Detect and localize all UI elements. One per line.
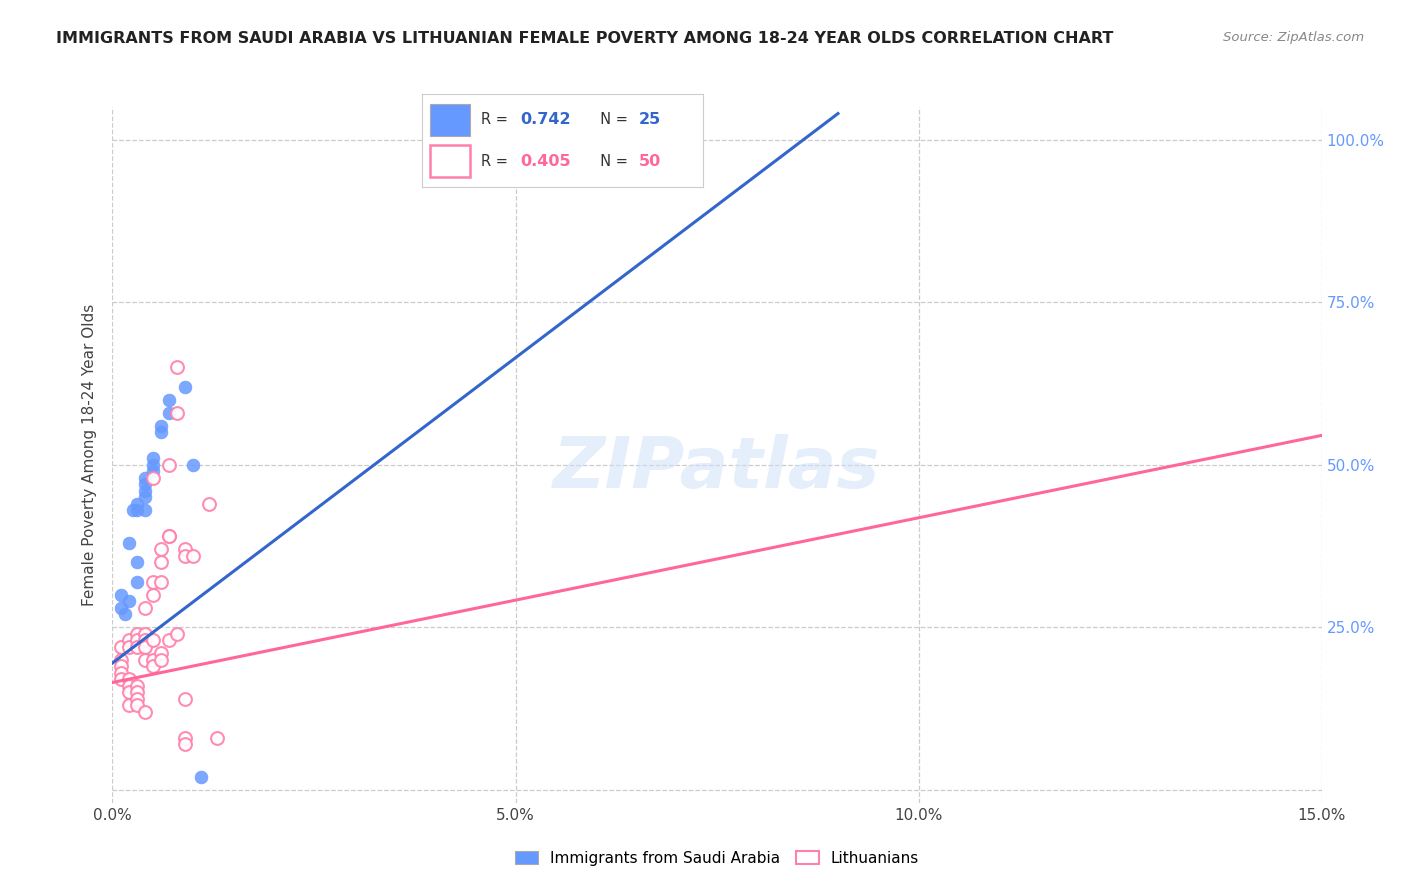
Text: 0.742: 0.742 <box>520 112 571 128</box>
Point <box>166 360 188 375</box>
Point <box>207 731 229 745</box>
Text: Source: ZipAtlas.com: Source: ZipAtlas.com <box>1223 31 1364 45</box>
Point <box>117 594 139 608</box>
Text: N =: N = <box>591 112 633 128</box>
Point <box>181 549 204 563</box>
Point <box>174 542 197 557</box>
Point <box>125 503 148 517</box>
Point <box>157 458 180 472</box>
Point <box>157 529 180 543</box>
Point <box>149 418 172 433</box>
Point <box>134 503 156 517</box>
Legend: Immigrants from Saudi Arabia, Lithuanians: Immigrants from Saudi Arabia, Lithuanian… <box>509 845 925 871</box>
Point <box>190 770 212 784</box>
Point <box>142 574 165 589</box>
Point <box>134 483 156 498</box>
Point <box>125 691 148 706</box>
Point <box>142 633 165 648</box>
Point <box>110 588 132 602</box>
Point <box>110 600 132 615</box>
Point <box>125 555 148 569</box>
Point <box>142 451 165 466</box>
Point <box>198 497 221 511</box>
Point <box>174 379 197 393</box>
Point <box>166 626 188 640</box>
Text: IMMIGRANTS FROM SAUDI ARABIA VS LITHUANIAN FEMALE POVERTY AMONG 18-24 YEAR OLDS : IMMIGRANTS FROM SAUDI ARABIA VS LITHUANI… <box>56 31 1114 46</box>
Point <box>110 672 132 686</box>
Point <box>125 626 148 640</box>
Point <box>117 535 139 549</box>
Point <box>174 691 197 706</box>
Point <box>142 653 165 667</box>
Point <box>134 626 156 640</box>
Text: R =: R = <box>481 153 512 169</box>
Point <box>149 653 172 667</box>
Point <box>110 659 132 673</box>
Text: 50: 50 <box>638 153 661 169</box>
Point <box>149 574 172 589</box>
Point <box>157 529 180 543</box>
Point <box>125 685 148 699</box>
Point <box>166 406 188 420</box>
Point <box>157 406 180 420</box>
Point <box>157 392 180 407</box>
Point <box>125 497 148 511</box>
Point <box>117 672 139 686</box>
Point <box>149 425 172 439</box>
Point <box>125 698 148 713</box>
Point <box>134 640 156 654</box>
Point <box>174 737 197 751</box>
Point <box>114 607 136 622</box>
Point <box>142 659 165 673</box>
Point <box>134 490 156 504</box>
Point <box>142 588 165 602</box>
Point <box>134 653 156 667</box>
Point <box>134 477 156 491</box>
Point <box>110 640 132 654</box>
Point <box>149 555 172 569</box>
Point <box>134 705 156 719</box>
Point <box>125 640 148 654</box>
Point <box>134 633 156 648</box>
Point <box>149 542 172 557</box>
Text: 25: 25 <box>638 112 661 128</box>
Text: N =: N = <box>591 153 633 169</box>
FancyBboxPatch shape <box>430 104 470 136</box>
Point <box>117 698 139 713</box>
Point <box>181 458 204 472</box>
Point <box>142 464 165 478</box>
Point <box>142 458 165 472</box>
Point <box>157 633 180 648</box>
Point <box>117 685 139 699</box>
Text: 0.405: 0.405 <box>520 153 571 169</box>
Point <box>110 665 132 680</box>
Point <box>149 646 172 660</box>
Text: ZIPatlas: ZIPatlas <box>554 434 880 503</box>
Point <box>125 574 148 589</box>
Point <box>117 633 139 648</box>
Point <box>134 600 156 615</box>
Point <box>117 679 139 693</box>
Point <box>121 503 143 517</box>
Text: R =: R = <box>481 112 512 128</box>
FancyBboxPatch shape <box>430 145 470 177</box>
Point <box>174 731 197 745</box>
Point <box>142 471 165 485</box>
Point <box>117 640 139 654</box>
Point <box>174 549 197 563</box>
Point <box>125 633 148 648</box>
Point <box>110 653 132 667</box>
Point <box>125 679 148 693</box>
Y-axis label: Female Poverty Among 18-24 Year Olds: Female Poverty Among 18-24 Year Olds <box>82 304 97 606</box>
Point <box>134 471 156 485</box>
